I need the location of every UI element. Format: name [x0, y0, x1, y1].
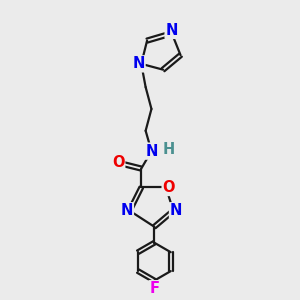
Text: N: N	[170, 203, 182, 218]
Text: N: N	[145, 144, 158, 159]
Text: O: O	[112, 155, 124, 170]
Text: N: N	[166, 23, 178, 38]
Text: N: N	[132, 56, 145, 71]
Text: O: O	[163, 180, 175, 195]
Text: F: F	[149, 281, 159, 296]
Text: H: H	[163, 142, 175, 157]
Text: N: N	[121, 203, 133, 218]
